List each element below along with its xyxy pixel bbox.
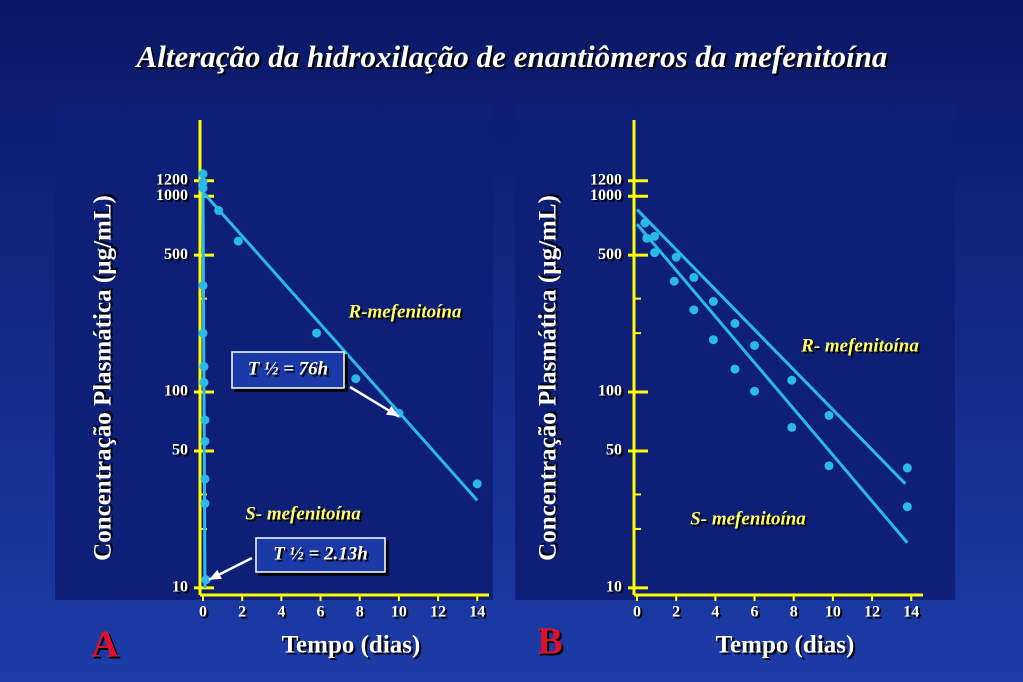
data-point [902,502,912,512]
data-point [200,436,210,446]
data-point [669,276,679,286]
x-tick-label: 12 [864,604,880,621]
y-tick-label: 500 [598,246,622,263]
x-axis-title: Tempo (dias) [282,632,421,659]
annotation-text: T ½ = 2.13h [273,543,368,564]
series-label: S- mefenitoína [245,503,361,524]
y-tick-label: 500 [164,246,188,263]
fit-line [635,208,907,485]
x-tick-label: 0 [199,604,207,621]
data-point [200,474,210,484]
y-axis-title: Concentração Plasmática (µg/mL) [535,195,562,561]
data-point [198,328,208,338]
data-point [824,461,834,471]
x-tick-label: 6 [751,604,759,621]
data-point [640,218,650,228]
panel-bg [515,105,955,600]
arrow-head [386,406,399,417]
x-tick-label: 2 [672,604,680,621]
data-point [199,377,209,387]
slide-title: Alteração da hidroxilação de enantiômero… [135,39,888,74]
data-point [198,169,208,179]
x-tick-label: 14 [469,604,485,621]
y-tick-label: 50 [606,442,622,459]
data-point [708,297,718,307]
x-tick-label: 2 [238,604,246,621]
data-point [650,248,660,258]
data-point [689,272,699,282]
data-point [787,422,797,432]
x-tick-label: 8 [356,604,364,621]
data-point [312,328,322,338]
annotation-text: T ½ = 76h [248,358,329,379]
y-tick-label: 50 [172,442,188,459]
series-label: R- mefenitoína [800,335,919,356]
data-point [750,340,760,350]
fit-line [201,191,479,502]
y-axis-title: Concentração Plasmática (µg/mL) [90,195,117,561]
data-point [200,498,210,508]
data-point [198,183,208,193]
x-tick-label: 6 [317,604,325,621]
fit-line [635,223,909,544]
annotation-box [255,537,386,573]
data-point [730,318,740,328]
data-point [201,575,211,585]
y-tick-label: 1200 [156,171,188,188]
y-tick-label: 10 [606,579,622,596]
panel-label: A [91,624,119,666]
data-point [689,305,699,315]
data-point [233,236,243,246]
arrow-head [208,569,222,580]
data-point [902,463,912,473]
x-axis-title: Tempo (dias) [716,632,855,659]
data-point [787,375,797,385]
panel-label: B [537,621,562,663]
y-tick-label: 1200 [590,171,622,188]
data-point [650,231,660,241]
x-tick-label: 0 [633,604,641,621]
y-tick-label: 10 [172,579,188,596]
data-point [730,364,740,374]
x-tick-label: 12 [430,604,446,621]
series-label: R-mefenitoína [348,301,462,322]
x-tick-label: 10 [391,604,407,621]
data-point [824,410,834,420]
y-tick-label: 100 [598,383,622,400]
data-point [671,252,681,262]
data-point [642,233,652,243]
data-point [200,415,210,425]
y-tick-label: 1000 [590,187,622,204]
data-point [472,479,482,489]
x-tick-label: 4 [277,604,285,621]
data-point [198,281,208,291]
data-point [199,362,209,372]
data-point [214,206,224,216]
x-tick-label: 4 [711,604,719,621]
data-point [750,386,760,396]
fit-line [201,192,207,588]
data-point [708,335,718,345]
x-tick-label: 10 [825,604,841,621]
x-tick-label: 8 [790,604,798,621]
y-tick-label: 100 [164,383,188,400]
x-tick-label: 14 [903,604,919,621]
y-tick-label: 1000 [156,187,188,204]
data-point [351,374,361,384]
annotation-box [231,351,345,389]
series-label: S- mefenitoína [690,508,806,529]
